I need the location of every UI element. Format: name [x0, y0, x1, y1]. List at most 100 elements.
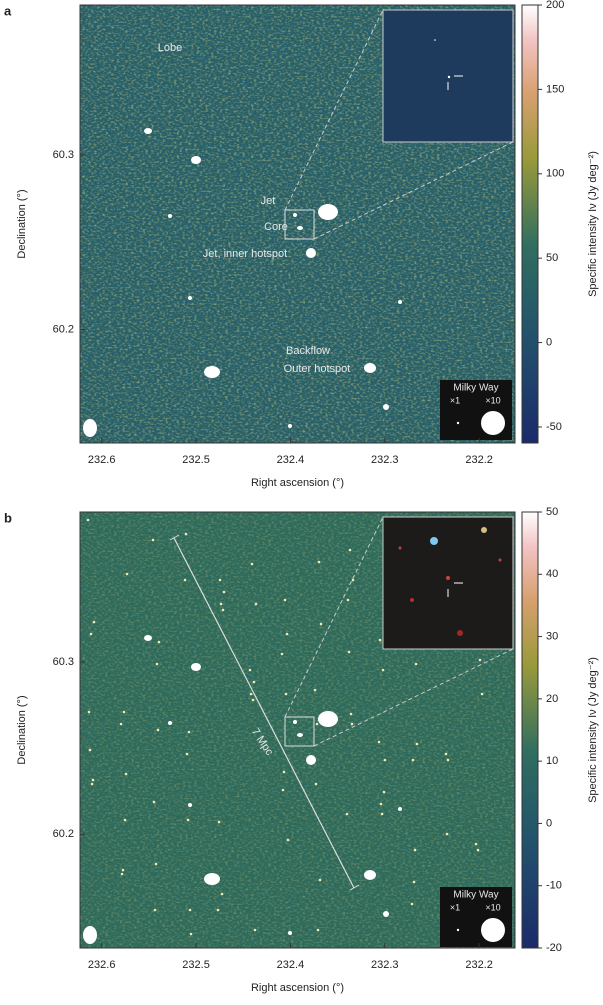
- point-source: [251, 698, 255, 702]
- y-tick-label: 60.2: [53, 323, 74, 335]
- point-source: [87, 710, 91, 714]
- source: [364, 870, 376, 880]
- source: [288, 931, 292, 935]
- annotation: Outer hotspot: [284, 363, 351, 375]
- point-source: [446, 758, 450, 762]
- source: [204, 366, 220, 378]
- colorbar: [521, 511, 539, 949]
- point-source: [445, 832, 449, 836]
- x-tick-label: 232.5: [182, 454, 210, 466]
- source: [144, 128, 152, 134]
- point-source: [248, 668, 252, 672]
- colorbar-tick-label: 40: [546, 568, 558, 580]
- point-source: [186, 818, 190, 822]
- point-source: [124, 772, 128, 776]
- x-axis-label: Right ascension (°): [251, 982, 344, 994]
- source: [191, 156, 201, 164]
- source: [383, 404, 389, 410]
- point-source: [216, 908, 220, 912]
- source: [383, 911, 389, 917]
- zoom-line: [284, 9, 384, 211]
- source: [306, 755, 316, 765]
- y-axis-label: Declination (°): [16, 695, 28, 764]
- point-source: [120, 872, 124, 876]
- x-tick-label: 232.3: [371, 454, 399, 466]
- point-source: [157, 640, 161, 644]
- colorbar-tick-label: 30: [546, 630, 558, 642]
- point-source: [315, 722, 319, 726]
- point-source: [89, 632, 93, 636]
- legend-marker: [456, 928, 460, 932]
- source: [191, 663, 201, 671]
- colorbar: [521, 4, 539, 444]
- inset-star: [498, 558, 502, 562]
- point-source: [254, 602, 258, 606]
- scale-bar-end: [169, 534, 180, 541]
- source: [297, 733, 303, 737]
- point-source: [415, 742, 419, 746]
- colorbar-label: Specific intensity Iν (Jy deg⁻²): [587, 657, 599, 803]
- legend-title: Milky Way: [453, 383, 498, 394]
- annotation: Core: [264, 221, 288, 233]
- point-source: [280, 652, 284, 656]
- x-tick-label: 232.6: [88, 959, 116, 971]
- x-axis-label: Right ascension (°): [251, 477, 344, 489]
- inset-star: [430, 537, 438, 545]
- y-axis-label: Declination (°): [16, 189, 28, 258]
- point-source: [282, 770, 286, 774]
- point-source: [155, 662, 159, 666]
- source: [364, 363, 376, 373]
- point-source: [381, 668, 385, 672]
- point-source: [383, 758, 387, 762]
- scale-bar: [173, 537, 355, 889]
- source: [297, 226, 303, 230]
- point-source: [285, 632, 289, 636]
- point-source: [252, 680, 256, 684]
- point-source: [345, 812, 349, 816]
- point-source: [92, 620, 96, 624]
- point-source: [219, 602, 223, 606]
- point-source: [283, 598, 287, 602]
- colorbar-tick-label: 100: [546, 168, 564, 180]
- point-source: [218, 578, 222, 582]
- point-source: [156, 728, 160, 732]
- x-tick-label: 232.6: [88, 454, 116, 466]
- point-source: [478, 658, 482, 662]
- point-source: [474, 842, 478, 846]
- y-tick-label: 60.2: [53, 828, 74, 840]
- point-source: [346, 598, 350, 602]
- point-source: [378, 638, 382, 642]
- legend-marker: [456, 421, 460, 425]
- colorbar-tick-label: 50: [546, 252, 558, 264]
- point-source: [444, 752, 448, 756]
- inset-star: [457, 630, 463, 636]
- colorbar-tick-label: -10: [546, 880, 562, 892]
- zoom-line: [284, 516, 384, 718]
- point-source: [350, 722, 354, 726]
- source: [293, 720, 297, 724]
- inset-source: [447, 75, 451, 79]
- point-source: [91, 778, 95, 782]
- annotation: Backflow: [286, 345, 330, 357]
- source: [83, 419, 97, 437]
- point-source: [347, 650, 351, 654]
- point-source: [476, 848, 480, 852]
- x-tick-label: 232.4: [277, 959, 305, 971]
- colorbar-tick-label: 0: [546, 336, 552, 348]
- legend-marker: [481, 411, 505, 435]
- x-tick-label: 232.2: [465, 959, 493, 971]
- point-source: [119, 722, 123, 726]
- point-source: [410, 902, 414, 906]
- annotation: Jet: [261, 195, 276, 207]
- point-source: [151, 538, 155, 542]
- point-source: [413, 848, 417, 852]
- source: [306, 248, 316, 258]
- point-source: [284, 692, 288, 696]
- source: [288, 424, 292, 428]
- source: [168, 721, 172, 725]
- point-source: [314, 782, 318, 786]
- inset: [382, 9, 514, 143]
- point-source: [253, 928, 257, 932]
- inset-star: [446, 576, 450, 580]
